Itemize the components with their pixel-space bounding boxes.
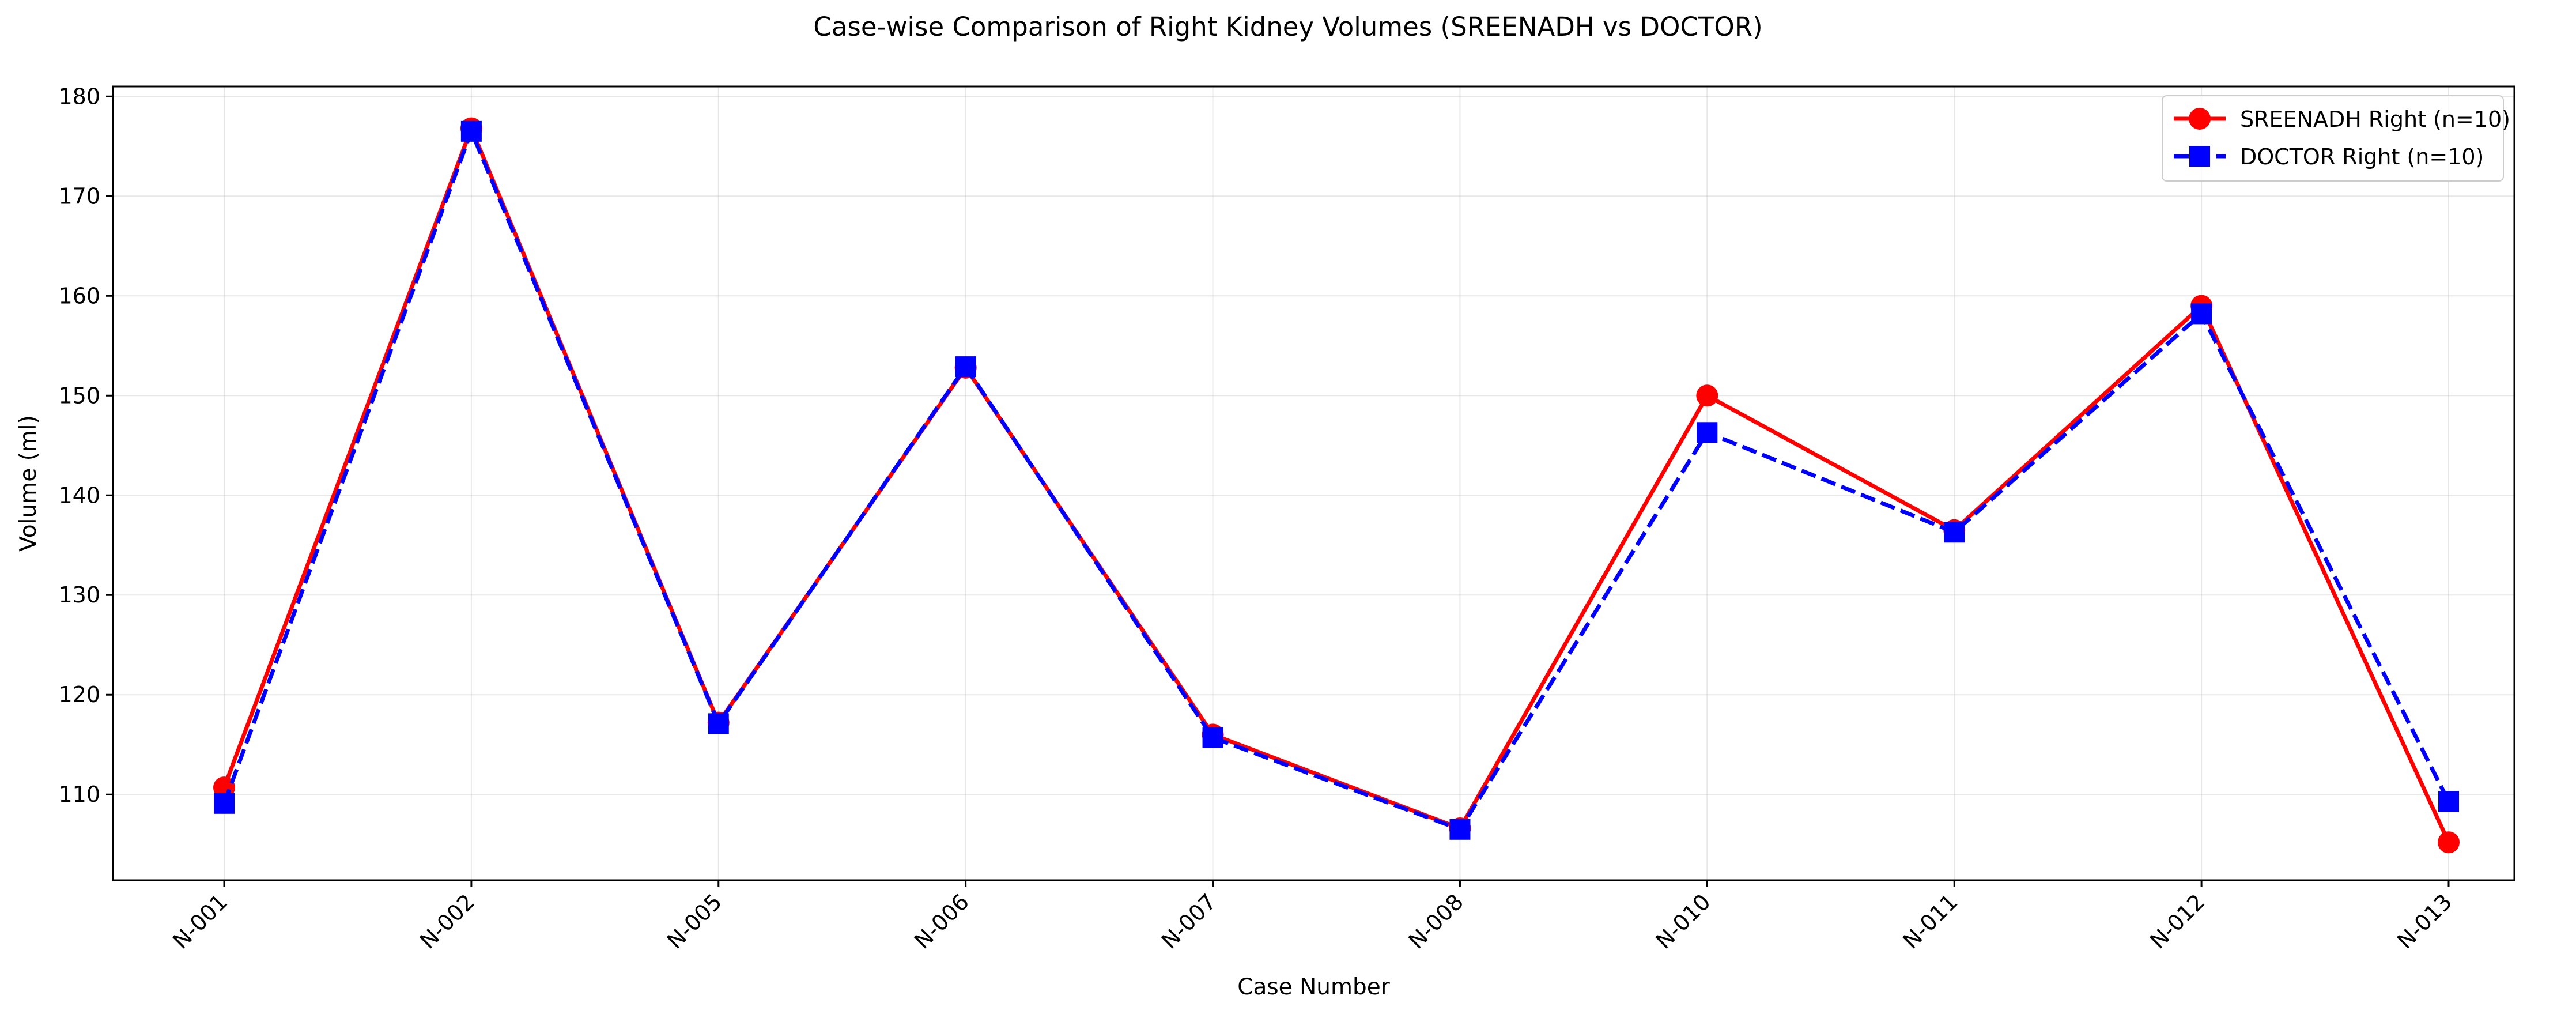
data-point (214, 793, 235, 814)
y-tick-label: 140 (58, 482, 100, 508)
y-tick-label: 150 (58, 383, 100, 408)
x-tick-label: N-010 (1650, 889, 1715, 953)
data-point (1449, 819, 1471, 840)
data-point (2191, 303, 2212, 325)
legend-box (2162, 95, 2504, 182)
grid-lines (113, 86, 2514, 880)
chart-title: Case-wise Comparison of Right Kidney Vol… (813, 12, 1762, 42)
series-line (222, 129, 2451, 832)
data-point (2438, 831, 2460, 854)
data-point (1697, 422, 1718, 443)
y-tick-label: 110 (58, 782, 100, 807)
data-point (1202, 727, 1223, 748)
data-point (708, 713, 729, 734)
y-tick-label: 160 (58, 283, 100, 308)
x-tick-label: N-001 (168, 889, 232, 953)
x-tick-label: N-008 (1404, 889, 1468, 953)
series-2 (214, 120, 2459, 840)
x-tick-label: N-012 (2145, 889, 2209, 953)
data-point (955, 356, 976, 378)
series-1 (213, 117, 2460, 854)
plot-area-frame (112, 85, 2515, 881)
y-tick-label: 120 (58, 682, 100, 707)
legend-label: SREENADH Right (n=10) (2240, 107, 2510, 132)
data-point (1696, 384, 1718, 407)
plot-series (213, 117, 2460, 854)
data-point (2438, 791, 2459, 812)
legend-marker (2189, 108, 2211, 130)
y-tick-label: 130 (58, 582, 100, 608)
y-tick-label: 170 (58, 183, 100, 209)
legend-entry: DOCTOR Right (n=10) (2174, 144, 2484, 169)
data-point (1944, 522, 1965, 543)
x-tick-label: N-006 (909, 889, 974, 953)
legend-entry: SREENADH Right (n=10) (2174, 107, 2510, 132)
legend: SREENADH Right (n=10) DOCTOR Right (n=10) (2162, 95, 2510, 182)
x-tick-label: N-007 (1157, 889, 1221, 953)
axes: 110 120 130 140 150 160 170 180 N-001 N-002 N-005 N… (58, 84, 2457, 953)
x-axis-label: Case Number (1237, 974, 1390, 1000)
x-tick-label: N-005 (662, 889, 727, 953)
x-tick-label: N-013 (2392, 889, 2457, 953)
x-tick-label: N-002 (415, 889, 479, 953)
series-line (222, 126, 2451, 844)
data-point (460, 120, 482, 142)
legend-marker (2189, 146, 2210, 167)
legend-label: DOCTOR Right (n=10) (2240, 144, 2484, 169)
y-tick-label: 180 (58, 84, 100, 109)
x-tick-label: N-011 (1898, 889, 1962, 953)
y-axis-label: Volume (ml) (16, 415, 41, 552)
